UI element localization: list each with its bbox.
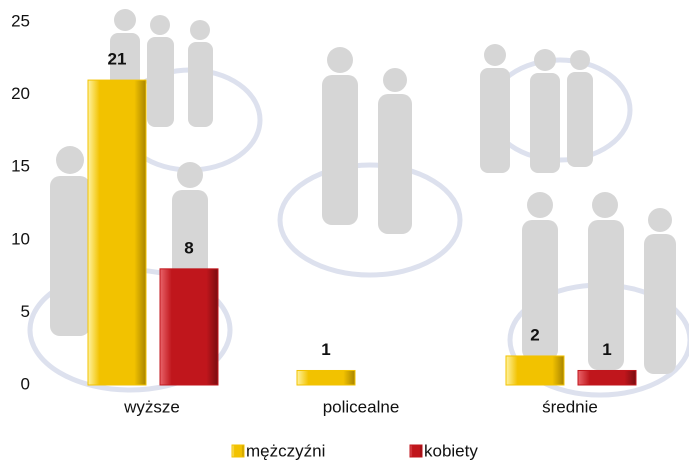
y-tick-label: 15 — [11, 157, 30, 176]
x-tick-label: średnie — [542, 397, 598, 416]
value-label: 1 — [321, 340, 330, 359]
y-tick-label: 10 — [11, 229, 30, 248]
x-tick-label: wyższe — [123, 397, 180, 416]
y-tick-label: 20 — [11, 84, 30, 103]
decor-ring — [280, 165, 460, 275]
legend-label: mężczyźni — [246, 441, 325, 460]
value-label: 8 — [184, 238, 193, 257]
bar — [506, 356, 564, 385]
bar — [578, 370, 636, 385]
bar — [297, 370, 355, 385]
value-label: 21 — [108, 50, 127, 69]
x-tick-label: policealne — [323, 397, 400, 416]
legend-swatch — [410, 445, 422, 457]
y-tick-label: 25 — [11, 11, 30, 30]
value-label: 2 — [530, 325, 539, 344]
legend-swatch — [232, 445, 244, 457]
value-label: 1 — [602, 340, 611, 359]
bar — [88, 80, 146, 385]
chart: 0510152025wyższe218policealne1średnie21m… — [0, 0, 689, 464]
bar — [160, 269, 218, 385]
y-tick-label: 5 — [21, 302, 30, 321]
y-tick-label: 0 — [21, 374, 30, 393]
legend-label: kobiety — [424, 441, 478, 460]
